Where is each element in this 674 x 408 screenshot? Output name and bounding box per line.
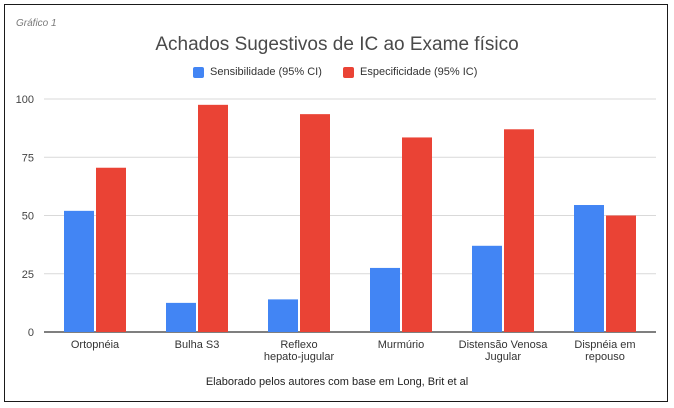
x-category-label: Murmúrio bbox=[378, 339, 424, 351]
bar-especificidade bbox=[198, 104, 228, 332]
y-tick-label: 0 bbox=[28, 327, 34, 339]
bar-sensibilidade bbox=[64, 210, 94, 332]
y-tick-label: 25 bbox=[22, 269, 34, 281]
x-category-label: Distensão Venosa bbox=[459, 339, 549, 351]
x-category-label: Jugular bbox=[485, 351, 521, 363]
y-tick-label: 50 bbox=[22, 211, 34, 223]
x-category-label: Reflexo bbox=[280, 339, 317, 351]
bar-especificidade bbox=[504, 129, 534, 332]
bar-sensibilidade bbox=[166, 302, 196, 332]
legend-item-especificidade: Especificidade (95% IC) bbox=[343, 66, 477, 78]
legend-item-sensibilidade: Sensibilidade (95% CI) bbox=[193, 66, 322, 78]
bar-sensibilidade bbox=[574, 205, 604, 332]
x-category-label: hepato-jugular bbox=[264, 351, 335, 363]
x-category-label: Bulha S3 bbox=[175, 339, 220, 351]
chart-title: Achados Sugestivos de IC ao Exame físico bbox=[155, 34, 519, 55]
x-category-label: Ortopnéia bbox=[71, 339, 120, 351]
x-category-label: repouso bbox=[585, 351, 625, 363]
bar-especificidade bbox=[96, 167, 126, 332]
legend-swatch-sensibilidade bbox=[193, 66, 204, 78]
legend: Sensibilidade (95% CI) Especificidade (9… bbox=[0, 66, 674, 82]
chart-caption: Elaborado pelos autores com base em Long… bbox=[205, 376, 469, 388]
y-tick-label: 100 bbox=[16, 94, 34, 106]
x-category-label: Dispnéia em bbox=[574, 339, 635, 351]
bar-sensibilidade bbox=[268, 299, 298, 332]
bar-sensibilidade bbox=[370, 267, 400, 332]
bar-especificidade bbox=[300, 114, 330, 333]
bar-sensibilidade bbox=[472, 245, 502, 332]
bar-especificidade bbox=[402, 137, 432, 332]
legend-label-sensibilidade: Sensibilidade (95% CI) bbox=[210, 66, 322, 78]
legend-label-especificidade: Especificidade (95% IC) bbox=[360, 66, 478, 78]
bar-especificidade bbox=[606, 215, 636, 332]
figure-label: Gráfico 1 bbox=[16, 18, 57, 29]
y-tick-label: 75 bbox=[22, 152, 34, 164]
legend-swatch-especificidade bbox=[343, 66, 354, 78]
